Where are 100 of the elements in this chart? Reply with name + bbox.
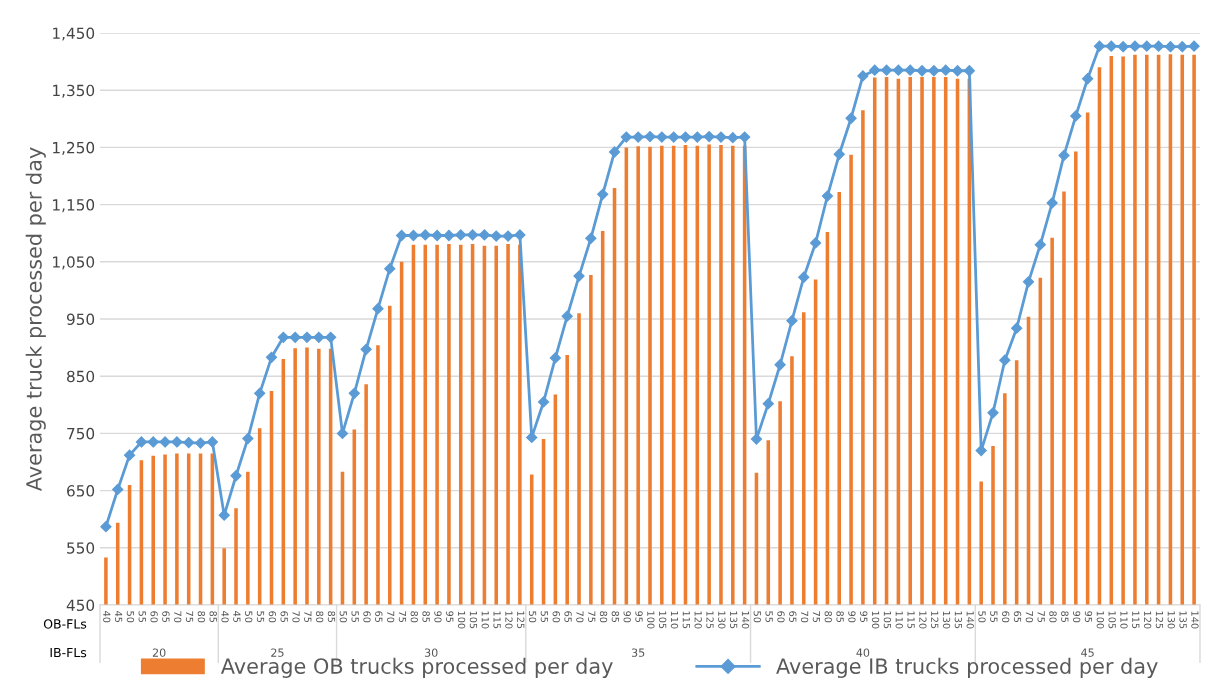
x-tick-label: 75 [812, 611, 820, 623]
x-tick-label: 105 [469, 611, 478, 629]
x-tick-label: 125 [1155, 611, 1164, 629]
x-tick-label: 85 [327, 611, 336, 623]
x-tick-label: 75 [398, 611, 407, 623]
x-tick-label: 110 [481, 611, 489, 629]
x-tick-label: 90 [848, 611, 856, 623]
x-tick-label: 75 [588, 611, 596, 623]
x-tick-label: 90 [623, 611, 631, 623]
x-tick-label: 55 [256, 611, 265, 623]
legend-label: Average OB trucks processed per day [220, 657, 613, 678]
x-tick-label: 80 [599, 611, 608, 623]
y-tick-label: 1,050 [53, 256, 95, 270]
x-tick-label: 55 [540, 611, 548, 623]
x-tick-label: 85 [836, 611, 844, 623]
x-tick-label: 50 [978, 611, 986, 623]
x-tick-label: 140 [966, 611, 974, 629]
x-tick-label: 75 [1037, 611, 1045, 623]
x-tick-label: 50 [528, 611, 537, 623]
x-tick-label: 85 [209, 611, 217, 623]
x-tick-label: 60 [552, 611, 560, 623]
text: 20 [152, 648, 166, 657]
x-tick-label: 125 [706, 611, 714, 629]
x-tick-label: 95 [446, 611, 454, 623]
x-tick-label: 65 [1013, 611, 1022, 623]
x-tick-label: 115 [1132, 611, 1140, 629]
x-tick-label: 115 [682, 611, 690, 629]
x-tick-label: 55 [351, 611, 359, 623]
x-tick-label: 70 [800, 611, 809, 623]
text: IB-FLs [50, 647, 87, 658]
x-tick-label: 40 [221, 611, 229, 623]
x-tick-label: 105 [1108, 611, 1116, 629]
x-tick-label: 65 [162, 611, 170, 623]
x-tick-label: 105 [659, 611, 667, 629]
x-tick-label: 70 [1025, 611, 1034, 623]
x-tick-label: 80 [410, 611, 418, 623]
y-tick-label: 450 [66, 599, 95, 612]
x-tick-label: 65 [564, 611, 572, 623]
x-tick-label: 50 [245, 611, 253, 623]
y-tick-label: 950 [66, 313, 95, 326]
x-tick-label: 135 [954, 611, 963, 629]
x-tick-label: 75 [185, 611, 194, 623]
x-tick-label: 65 [280, 611, 288, 623]
x-tick-label: 60 [150, 611, 158, 623]
x-tick-label: 135 [729, 611, 738, 629]
x-tick-label: 65 [375, 611, 383, 623]
x-tick-label: 115 [493, 611, 501, 629]
x-tick-label: 130 [1167, 611, 1175, 629]
y-axis-title: Average truck processed per day [25, 147, 46, 492]
x-tick-label: 40 [103, 611, 111, 623]
x-tick-label: 75 [304, 611, 312, 623]
x-tick-label: 130 [942, 611, 951, 629]
x-tick-label: 55 [765, 611, 773, 623]
x-tick-label: 70 [386, 611, 395, 623]
x-tick-label: 80 [316, 611, 324, 623]
y-tick-label: 650 [67, 485, 95, 497]
x-tick-label: 100 [871, 611, 880, 629]
x-tick-label: 115 [907, 611, 915, 629]
y-tick-label: 550 [67, 542, 95, 554]
y-tick-label: 1,250 [53, 141, 95, 155]
text: 25 [271, 648, 284, 657]
x-tick-label: 135 [1179, 611, 1187, 629]
text: 30 [424, 648, 438, 657]
x-tick-label: 50 [753, 611, 761, 623]
x-tick-label: 50 [339, 611, 348, 623]
x-tick-label: 100 [647, 611, 655, 629]
x-tick-label: 80 [197, 611, 206, 623]
x-tick-label: 100 [1096, 611, 1104, 629]
x-tick-label: 120 [919, 611, 927, 629]
x-tick-label: 140 [741, 611, 750, 629]
x-tick-label: 70 [292, 611, 300, 623]
y-tick-label: 850 [67, 370, 95, 383]
x-tick-label: 125 [931, 611, 939, 629]
x-tick-label: 90 [434, 611, 442, 623]
text: OB-FLs [43, 619, 87, 629]
x-tick-label: 55 [138, 611, 146, 623]
x-tick-label: 95 [1084, 611, 1093, 623]
x-tick-label: 140 [1191, 611, 1199, 629]
x-tick-label: 90 [1072, 611, 1081, 623]
x-tick-label: 110 [670, 611, 679, 629]
x-tick-label: 60 [777, 611, 785, 623]
x-tick-label: 125 [517, 611, 525, 629]
x-tick-label: 70 [174, 611, 182, 623]
y-tick-label: 1,150 [53, 199, 95, 213]
x-tick-label: 120 [505, 611, 513, 629]
text: 40 [856, 648, 870, 657]
x-tick-label: 65 [789, 611, 797, 623]
y-tick-label: 1,450 [53, 27, 95, 41]
x-tick-label: 85 [422, 611, 430, 623]
text: 35 [631, 648, 645, 657]
legend-label: Average IB trucks processed per day [776, 657, 1158, 678]
x-tick-label: 45 [114, 611, 123, 623]
x-tick-label: 110 [895, 611, 903, 629]
x-tick-label: 105 [883, 611, 892, 629]
x-tick-label: 60 [268, 611, 277, 623]
x-tick-label: 50 [126, 611, 135, 623]
x-tick-label: 70 [576, 611, 584, 623]
x-tick-label: 95 [635, 611, 643, 623]
x-tick-label: 120 [694, 611, 702, 629]
x-tick-label: 60 [363, 611, 371, 623]
